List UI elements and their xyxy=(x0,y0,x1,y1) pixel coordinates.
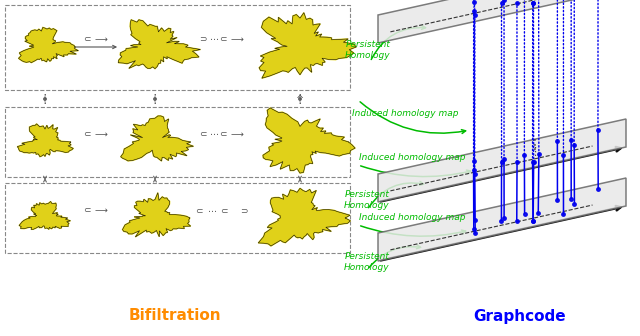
Polygon shape xyxy=(19,28,78,62)
Text: ⋮: ⋮ xyxy=(148,92,161,106)
Polygon shape xyxy=(17,124,74,157)
Bar xyxy=(5,5,350,90)
Text: Persistent
Homology: Persistent Homology xyxy=(344,252,390,272)
Polygon shape xyxy=(121,116,193,161)
Bar xyxy=(5,107,350,177)
Bar xyxy=(5,183,350,253)
Polygon shape xyxy=(259,188,351,246)
Polygon shape xyxy=(378,0,626,43)
Text: ⋮: ⋮ xyxy=(529,147,541,157)
Text: $\subset\longrightarrow$: $\subset\longrightarrow$ xyxy=(83,130,109,139)
Text: Induced homology map: Induced homology map xyxy=(359,213,465,222)
Text: Induced homology map: Induced homology map xyxy=(352,110,458,119)
Polygon shape xyxy=(378,178,626,261)
Text: $\subset\;\cdots\;\subset\quad\supset$: $\subset\;\cdots\;\subset\quad\supset$ xyxy=(195,206,250,215)
Text: ⋮: ⋮ xyxy=(294,92,307,106)
Text: Persistent
Homology: Persistent Homology xyxy=(345,40,391,60)
Polygon shape xyxy=(122,193,191,237)
Polygon shape xyxy=(259,13,356,78)
Text: $\subset\cdots\subset\longrightarrow$: $\subset\cdots\subset\longrightarrow$ xyxy=(198,130,246,139)
Polygon shape xyxy=(118,20,200,69)
Text: Graphcode: Graphcode xyxy=(474,308,566,324)
Text: $\supset\cdots\subset\longrightarrow$: $\supset\cdots\subset\longrightarrow$ xyxy=(198,35,246,44)
Text: ⋮: ⋮ xyxy=(528,138,542,152)
Text: ^: ^ xyxy=(296,95,304,105)
Text: ⋮: ⋮ xyxy=(39,92,51,106)
Polygon shape xyxy=(378,119,626,202)
Text: $\subset\longrightarrow$: $\subset\longrightarrow$ xyxy=(83,35,109,44)
Text: Persistent
Homology: Persistent Homology xyxy=(344,190,390,210)
Polygon shape xyxy=(19,202,70,229)
Text: Bifiltration: Bifiltration xyxy=(129,308,221,324)
Text: $\subset\longrightarrow$: $\subset\longrightarrow$ xyxy=(83,206,109,215)
Text: Induced homology map: Induced homology map xyxy=(359,154,465,163)
Polygon shape xyxy=(263,108,355,173)
